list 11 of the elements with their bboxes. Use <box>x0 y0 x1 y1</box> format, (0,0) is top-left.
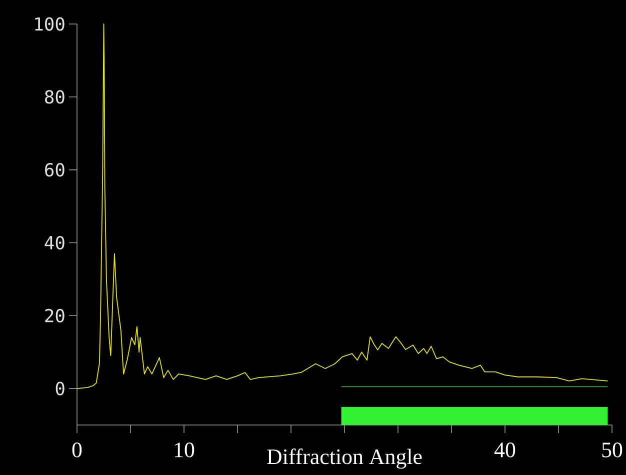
y-tick-label: 100 <box>35 17 64 31</box>
x-tick-label: 40 <box>494 442 516 458</box>
y-tick-label: 20 <box>45 308 64 322</box>
x-tick-label: 0 <box>72 442 82 458</box>
x-tick-label: 50 <box>602 442 622 458</box>
x-axis-title: Diffraction Angle <box>267 448 422 469</box>
y-tick-label: 40 <box>44 236 64 250</box>
y-tick-label: 80 <box>45 90 64 104</box>
y-tick-label: 60 <box>45 163 64 177</box>
y-tick-label: 0 <box>56 382 64 396</box>
x-tick-label: 10 <box>174 442 194 458</box>
